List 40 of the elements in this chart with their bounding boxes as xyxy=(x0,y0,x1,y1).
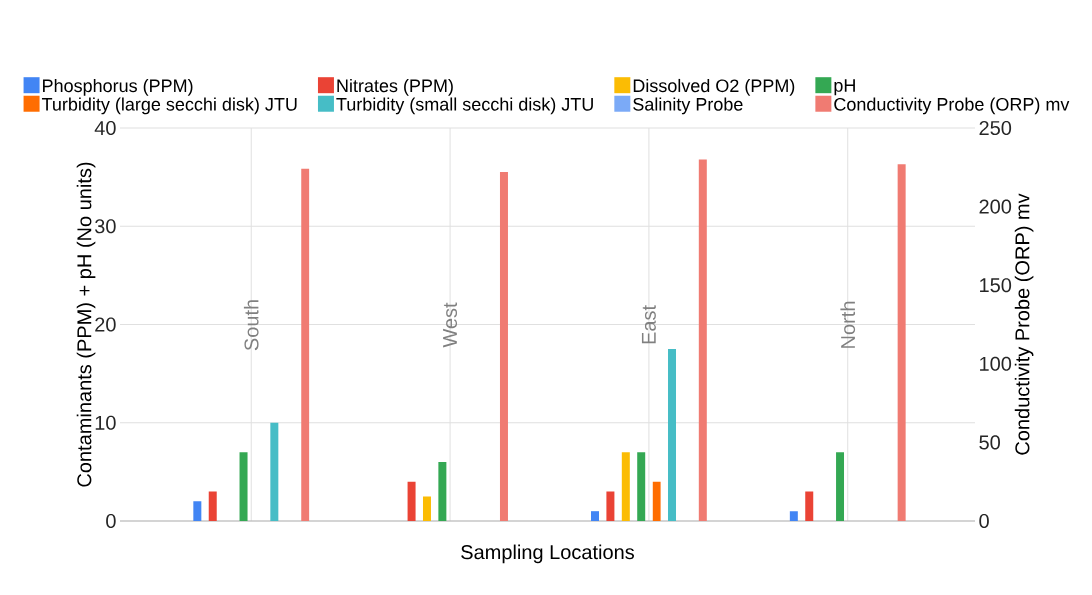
legend-label: pH xyxy=(834,79,855,96)
x-axis-title: Sampling Locations xyxy=(461,544,634,564)
bar xyxy=(438,462,447,521)
y2-tick-label: 250 xyxy=(979,120,1012,136)
x-tick-label: North xyxy=(840,301,856,348)
bar xyxy=(668,349,677,521)
bar xyxy=(621,452,630,521)
bar xyxy=(836,452,845,521)
bar xyxy=(239,452,248,521)
y-tick-label: 0 xyxy=(106,513,116,529)
legend-label: Dissolved O2 (PPM) xyxy=(633,78,795,96)
bar xyxy=(637,452,646,521)
bar xyxy=(805,491,814,521)
bar xyxy=(208,491,217,521)
y2-axis-title: Conductivity Probe (ORP) mv xyxy=(1014,193,1034,455)
y2-tick-label: 200 xyxy=(979,199,1012,214)
y-tick-label: 40 xyxy=(94,120,116,136)
legend-label: Conductivity Probe (ORP) mv xyxy=(834,97,1070,115)
x-tick-label: East xyxy=(641,305,656,344)
bar xyxy=(422,496,431,521)
legend-label: Salinity Probe xyxy=(633,97,743,115)
legend-label: Phosphorus (PPM) xyxy=(43,78,193,96)
legend-label: Nitrates (PPM) xyxy=(337,78,453,96)
legend-label: Turbidity (small secchi disk) JTU xyxy=(336,97,593,115)
bar xyxy=(652,481,661,521)
bar xyxy=(606,491,615,521)
y2-tick-label: 50 xyxy=(979,435,1000,450)
bar xyxy=(193,501,202,521)
bar xyxy=(407,481,416,521)
y-tick-label: 30 xyxy=(94,219,116,234)
y-axis-title: Contaminants (PPM) + pH (No units) xyxy=(76,162,96,487)
legend-label: Turbidity (large secchi disk) JTU xyxy=(41,97,297,115)
x-tick-label: West xyxy=(443,302,458,348)
y-tick-label: 10 xyxy=(95,415,116,430)
y-tick-label: 20 xyxy=(95,317,116,332)
y2-tick-label: 100 xyxy=(980,356,1012,371)
x-tick-label: South xyxy=(243,300,259,351)
y2-tick-label: 0 xyxy=(979,513,989,529)
bar xyxy=(591,511,600,521)
y2-tick-label: 150 xyxy=(980,278,1012,293)
